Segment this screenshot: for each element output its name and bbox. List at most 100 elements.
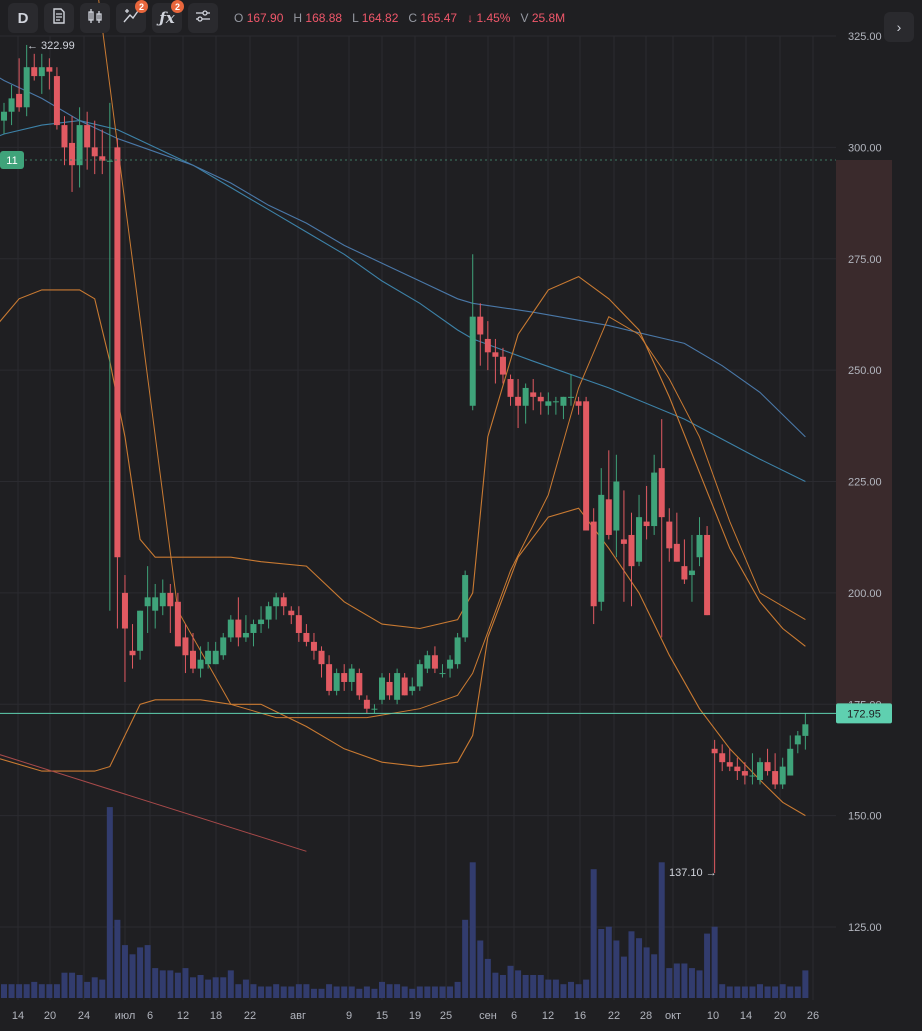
current-price-text: 172.95 (847, 708, 881, 720)
open-value: 167.90 (246, 11, 284, 25)
candle-down (69, 142, 76, 166)
candle-up (348, 668, 355, 682)
x-tick-label: июл (115, 1010, 136, 1022)
volume-bars (1, 807, 809, 998)
volume-bar (16, 984, 23, 998)
volume-bar (288, 986, 295, 998)
volume-bar (401, 986, 408, 998)
volume-bar (643, 947, 650, 998)
volume-bar (318, 988, 325, 998)
candle-down (772, 771, 779, 785)
volume-bar (537, 975, 544, 998)
volume-bar (447, 986, 454, 998)
candle-up (1, 111, 7, 121)
volume-bar (772, 986, 779, 998)
volume-bar (696, 970, 703, 998)
indicator-lines (0, 0, 806, 852)
candle-up (560, 396, 567, 406)
x-tick-label: авг (290, 1010, 306, 1022)
volume-bar (628, 931, 635, 998)
volume-bar (779, 984, 786, 998)
chart-settings-button[interactable] (44, 3, 74, 33)
candle-down (84, 125, 91, 148)
functions-button[interactable]: ƒx 2 (152, 0, 184, 33)
x-tick-label: 10 (707, 1010, 719, 1022)
volume-bar (749, 986, 756, 998)
candle-up (409, 686, 416, 691)
x-tick-label: 9 (346, 1010, 352, 1022)
interval-button[interactable]: D (8, 3, 38, 33)
bollinger-lower-line (0, 507, 806, 817)
volume-bar (152, 968, 159, 998)
candle-down (31, 67, 38, 77)
x-tick-label: 28 (640, 1010, 652, 1022)
candle-up (416, 664, 423, 687)
volume-bar (242, 979, 249, 998)
volume-bar (190, 977, 196, 998)
x-tick-label: 14 (12, 1010, 24, 1022)
low-value: 164.82 (361, 11, 399, 25)
settings-sliders-button[interactable] (188, 3, 218, 33)
candle-down (326, 664, 333, 691)
candle-down (53, 76, 60, 126)
left-level-badge (0, 151, 24, 169)
x-tick-label: сен (479, 1010, 497, 1022)
axes: 325.00300.00275.00250.00225.00200.00175.… (12, 31, 882, 1022)
high-key: H (293, 11, 303, 25)
x-tick-label: 18 (210, 1010, 222, 1022)
volume-bar (620, 956, 627, 998)
min-price-label: 137.10 → (669, 867, 717, 879)
volume-bar (174, 972, 181, 998)
candle-up (333, 673, 340, 691)
candle-up (696, 534, 703, 558)
volume-bar (719, 984, 726, 998)
candle-down (666, 521, 673, 549)
trend-plus-icon (122, 7, 140, 29)
candle-up (779, 766, 786, 785)
volume-bar (560, 984, 567, 998)
volume-bar (704, 933, 711, 998)
candle-down (477, 316, 484, 335)
candle-up (258, 619, 265, 625)
volume-bar (802, 970, 809, 998)
chart-type-button[interactable] (80, 3, 110, 33)
ohlc-legend: O 167.90 H 168.88 L 164.82 C 165.47 ↓ 1.… (234, 11, 565, 25)
x-tick-label: 26 (807, 1010, 819, 1022)
sliders-icon (194, 7, 212, 29)
volume-bar (182, 968, 189, 998)
candle-down (643, 521, 650, 527)
candle-down (605, 499, 612, 535)
volume-bar (666, 968, 673, 998)
candle-down (295, 615, 302, 633)
x-tick-label: 12 (542, 1010, 554, 1022)
x-tick-label: 20 (774, 1010, 786, 1022)
close-value: 165.47 (420, 11, 458, 25)
indicators-badge: 2 (135, 0, 148, 13)
volume-bar (484, 958, 491, 998)
max-price-label: ← 322.99 (27, 40, 75, 52)
close-key: C (408, 11, 418, 25)
candle-up (137, 610, 144, 651)
volume-bar (69, 972, 76, 998)
x-tick-label: 22 (608, 1010, 620, 1022)
volume-bar (23, 984, 30, 998)
volume-bar (371, 988, 378, 998)
candle-up (205, 650, 212, 665)
volume-bar (424, 986, 431, 998)
x-tick-label: 6 (511, 1010, 517, 1022)
volume-bar (265, 986, 272, 998)
candle-down (484, 338, 491, 353)
candle-up (598, 494, 605, 602)
candle-down (363, 699, 370, 709)
volume-bar (530, 975, 537, 998)
candle-up (522, 387, 529, 406)
interval-label: D (17, 9, 29, 27)
volume-bar (310, 988, 317, 998)
indicators-button[interactable]: 2 (116, 0, 148, 33)
chevron-right-icon[interactable]: › (884, 12, 914, 42)
candle-down (575, 401, 582, 406)
chart-toolbar: D 2 ƒx 2 O 167.90 H 168.88 L 164.82 C 16… (0, 0, 836, 36)
overlays: 172.95 11 ← 322.99 137.10 → (0, 40, 892, 879)
volume-bar (688, 968, 695, 998)
